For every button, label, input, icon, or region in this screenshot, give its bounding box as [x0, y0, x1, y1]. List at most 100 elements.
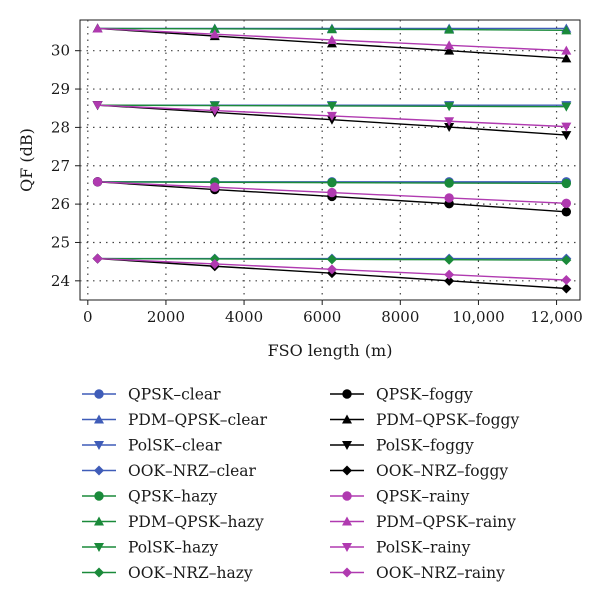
legend-entry: QPSK–clear: [82, 386, 221, 404]
legend-marker: [342, 465, 352, 476]
legend-entry: PolSK–clear: [82, 437, 222, 455]
legend-label: PDM–QPSK–rainy: [376, 513, 516, 531]
legend-label: PDM–QPSK–foggy: [376, 411, 519, 429]
data-point: [209, 101, 220, 111]
series-qpsk-rainy: [92, 177, 572, 209]
data-point: [209, 29, 220, 39]
legend-entry: PDM–QPSK–rainy: [330, 513, 516, 531]
legend-label: PolSK–clear: [128, 437, 222, 455]
legend-marker: [94, 441, 104, 450]
data-point: [561, 198, 572, 209]
x-tick-label: 10,000: [452, 308, 505, 326]
data-point: [326, 111, 337, 121]
data-point: [92, 23, 103, 33]
y-tick-label: 24: [51, 272, 70, 290]
x-tick-label: 6000: [303, 308, 341, 326]
y-axis-ticks: 24 25 26 27 28 29 30: [51, 42, 80, 290]
data-point: [209, 23, 220, 33]
legend-marker: [94, 516, 104, 526]
data-point: [444, 275, 455, 286]
data-point: [326, 254, 337, 265]
legend-marker: [342, 441, 352, 450]
legend-label: PDM–QPSK–clear: [128, 411, 268, 429]
data-point: [561, 131, 572, 141]
x-tick-label: 0: [83, 308, 93, 326]
plot-area: [79, 19, 581, 301]
data-point: [326, 34, 337, 44]
series-polsk-rainy: [92, 101, 572, 132]
legend-marker: [94, 414, 104, 424]
legend-label: OOK–NRZ–rainy: [376, 564, 505, 582]
legend-entry: QPSK–rainy: [330, 488, 470, 506]
data-point: [561, 53, 572, 63]
legend-label: QPSK–clear: [128, 386, 221, 404]
data-point: [92, 177, 103, 187]
data-point: [561, 25, 572, 35]
legend-entry: PDM–QPSK–foggy: [330, 411, 519, 429]
legend-entry: PolSK–hazy: [82, 539, 218, 557]
legend-marker: [94, 567, 104, 578]
data-point: [444, 193, 454, 203]
legend-marker: [94, 389, 104, 399]
data-point: [209, 258, 220, 269]
series-ook-nrz-rainy: [92, 253, 572, 286]
legend-marker: [342, 389, 352, 399]
legend-label: QPSK–rainy: [376, 488, 470, 506]
legend-label: OOK–NRZ–foggy: [376, 462, 508, 480]
y-tick-label: 27: [51, 157, 70, 175]
data-point: [561, 178, 572, 189]
legend-entry: OOK–NRZ–rainy: [330, 564, 505, 582]
y-tick-label: 28: [51, 118, 70, 136]
data-point: [444, 40, 455, 50]
data-point: [444, 254, 455, 265]
legend-marker: [342, 567, 352, 578]
legend-entry: QPSK–foggy: [330, 386, 473, 404]
y-tick-label: 26: [51, 195, 70, 213]
data-point: [561, 45, 572, 55]
data-point: [444, 102, 455, 112]
legend-label: OOK–NRZ–clear: [128, 462, 257, 480]
legend-marker: [342, 543, 352, 552]
series-lines: [92, 23, 572, 294]
legend-entry: PDM–QPSK–clear: [82, 411, 268, 429]
legend-marker: [94, 491, 104, 501]
plot-frame: [79, 19, 581, 301]
legend-marker: [94, 465, 104, 476]
legend-entry: OOK–NRZ–hazy: [82, 564, 253, 582]
data-point: [326, 264, 337, 275]
legend-label: PolSK–hazy: [128, 539, 218, 557]
data-point: [561, 255, 572, 266]
data-point: [561, 122, 572, 132]
grid: [80, 20, 580, 300]
legend-entry: PolSK–foggy: [330, 437, 474, 455]
legend-label: PDM–QPSK–hazy: [128, 513, 264, 531]
legend-entry: QPSK–hazy: [82, 488, 217, 506]
legend: QPSK–clear PDM–QPSK–clear PolSK–clear OOK–N…: [82, 386, 519, 582]
data-point: [561, 275, 572, 286]
data-point: [210, 182, 220, 192]
x-tick-label: 4000: [225, 308, 263, 326]
legend-label: PolSK–rainy: [376, 539, 471, 557]
y-tick-label: 29: [51, 80, 70, 98]
legend-marker: [94, 543, 104, 552]
y-axis-label: QF (dB): [17, 128, 36, 192]
legend-entry: PDM–QPSK–hazy: [82, 513, 264, 531]
y-tick-label: 30: [51, 42, 70, 60]
data-point: [444, 269, 455, 280]
legend-marker: [342, 516, 352, 526]
series-polsk-hazy: [92, 101, 572, 112]
data-point: [561, 283, 572, 294]
x-axis-ticks: 0 2000 4000 6000 8000 10,000 12,000: [83, 300, 583, 326]
x-tick-label: 8000: [381, 308, 419, 326]
data-point: [327, 177, 337, 188]
data-point: [444, 117, 455, 127]
x-axis-label: FSO length (m): [268, 341, 393, 360]
x-tick-label: 2000: [147, 308, 185, 326]
data-point: [444, 24, 455, 34]
legend-entry: PolSK–rainy: [330, 539, 471, 557]
legend-label: QPSK–hazy: [128, 488, 217, 506]
data-point: [444, 45, 455, 55]
y-tick-label: 25: [51, 233, 70, 251]
legend-entry: OOK–NRZ–foggy: [330, 462, 508, 480]
